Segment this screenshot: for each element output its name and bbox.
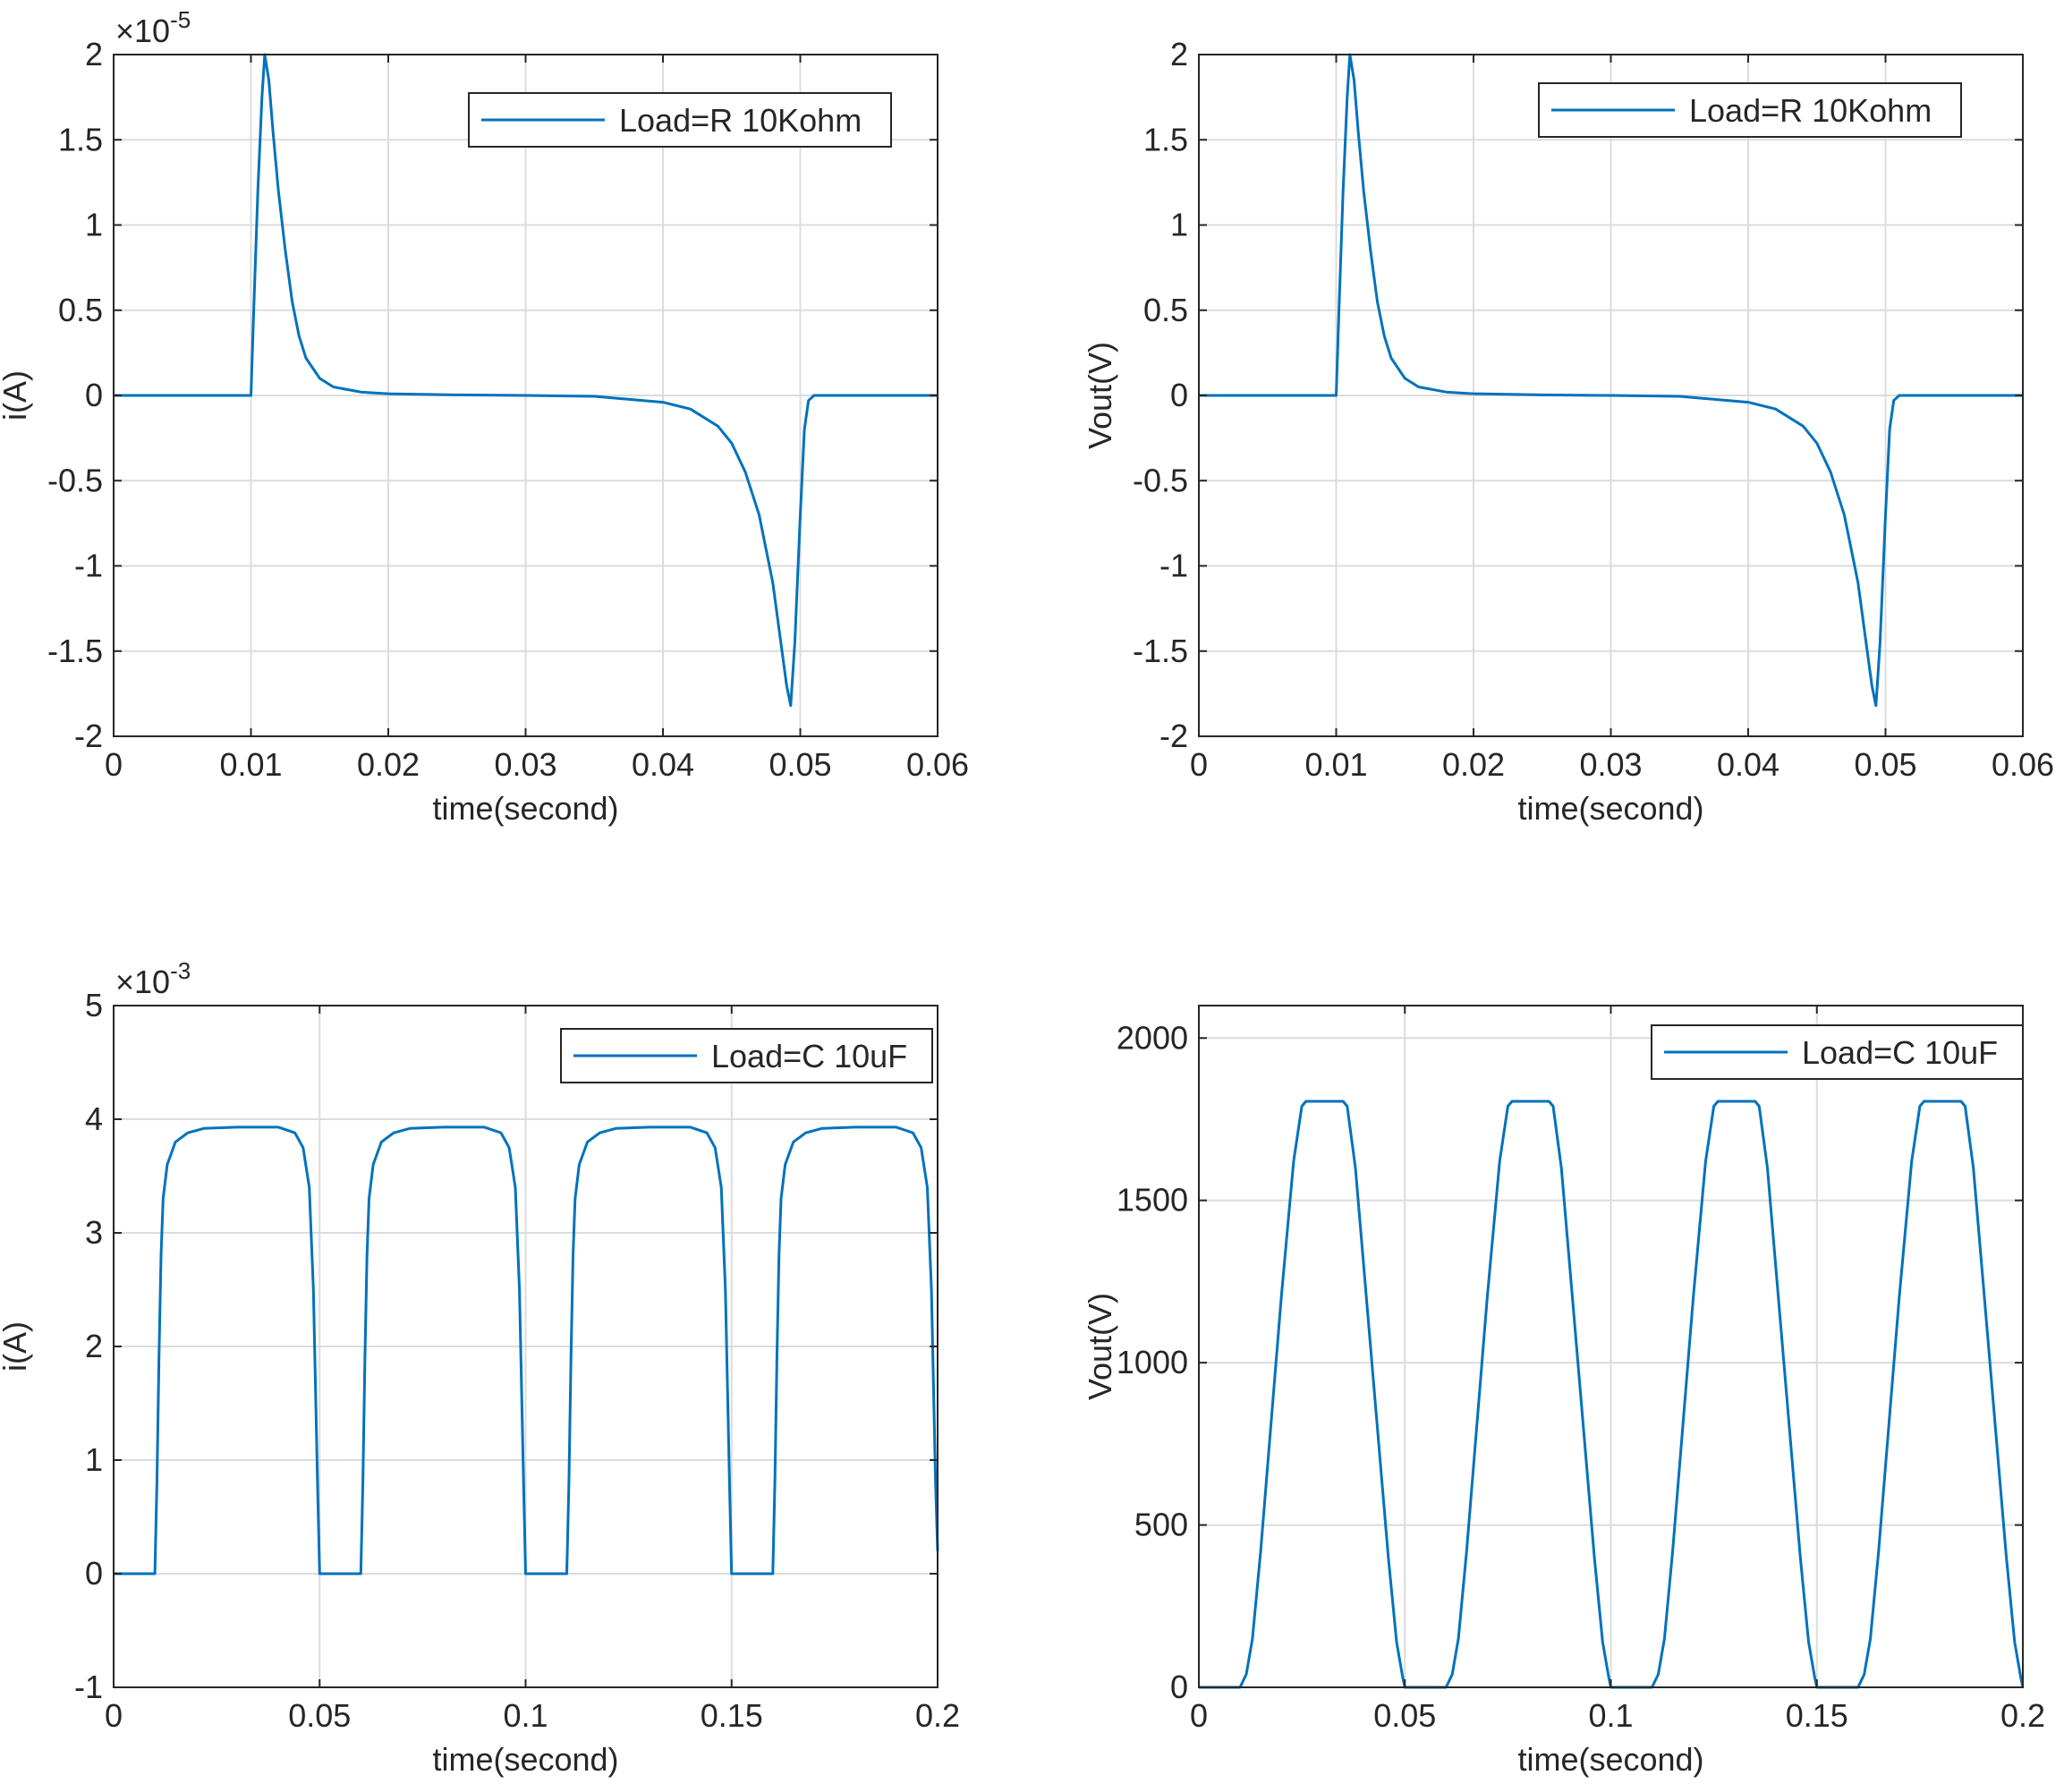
y-exponent-value: -3 — [170, 957, 191, 984]
y-tick-label: 0 — [1170, 1669, 1188, 1705]
x-tick-label: 0.01 — [1304, 746, 1367, 783]
legend-label: Load=C 10uF — [1802, 1034, 1998, 1071]
y-tick-label: 0.5 — [58, 292, 103, 328]
series-line — [1199, 53, 2023, 708]
y-tick-label: 1 — [85, 1441, 103, 1478]
y-tick-label: 0 — [1170, 377, 1188, 413]
y-tick-label: 2 — [85, 1328, 103, 1364]
y-tick-label: 0 — [85, 1555, 103, 1592]
y-tick-label: 4 — [85, 1100, 103, 1137]
y-tick-label: -2 — [74, 718, 103, 754]
y-exponent-label: ×10-5 — [115, 6, 191, 49]
x-tick-label: 0.06 — [1992, 746, 2054, 783]
x-tick-label: 0 — [105, 746, 123, 783]
y-tick-label: -1 — [74, 1669, 103, 1705]
y-tick-label: 1000 — [1117, 1344, 1188, 1380]
legend: Load=C 10uF — [1651, 1024, 2024, 1080]
x-tick-label: 0.04 — [1717, 746, 1779, 783]
y-axis-label: i(A) — [0, 1321, 33, 1372]
legend: Load=C 10uF — [560, 1028, 933, 1083]
x-tick-label: 0.05 — [769, 746, 831, 783]
x-tick-label: 0 — [1190, 746, 1208, 783]
y-tick-label: 0 — [85, 377, 103, 413]
y-tick-label: -1 — [74, 548, 103, 584]
x-tick-label: 0.2 — [915, 1697, 960, 1734]
chart-1: 0 0.01 0.02 0.03 0.04 0.05 0.06 -2 -1.5 -1 -0.5 0 0.… — [0, 6, 969, 827]
x-tick-label: 0.02 — [1442, 746, 1505, 783]
legend: Load=R 10Kohm — [1538, 82, 1962, 138]
y-tick-label: -0.5 — [1133, 462, 1188, 498]
y-tick-label: 5 — [85, 987, 103, 1023]
y-tick-label: 1 — [1170, 207, 1188, 243]
x-tick-label: 0.05 — [1373, 1697, 1436, 1734]
y-tick-label: 1 — [85, 207, 103, 243]
y-exponent-value: -5 — [170, 6, 191, 33]
y-tick-label: 2000 — [1117, 1019, 1188, 1056]
y-tick-label: 1500 — [1117, 1182, 1188, 1219]
legend-label: Load=C 10uF — [711, 1038, 907, 1074]
x-axis-label: time(second) — [1517, 790, 1703, 827]
x-tick-label: 0.2 — [2000, 1697, 2045, 1734]
x-tick-label: 0 — [1190, 1697, 1208, 1734]
y-tick-label: 0.5 — [1143, 292, 1188, 328]
y-tick-label: -2 — [1159, 718, 1188, 754]
y-tick-label: -0.5 — [47, 462, 103, 498]
y-exponent-label: ×10-3 — [115, 957, 191, 1000]
y-axis-label: Vout(V) — [1082, 1293, 1118, 1400]
x-tick-label: 0.1 — [1588, 1697, 1633, 1734]
chart-2: 0 0.01 0.02 0.03 0.04 0.05 0.06 -2 -1.5 -1 -0.5 0 0.… — [1082, 36, 2054, 827]
y-tick-label: 3 — [85, 1214, 103, 1251]
x-tick-label: 0.06 — [906, 746, 969, 783]
x-tick-label: 0.02 — [357, 746, 420, 783]
x-tick-label: 0.01 — [219, 746, 282, 783]
legend: Load=R 10Kohm — [468, 92, 892, 148]
y-tick-label: -1 — [1159, 548, 1188, 584]
x-tick-label: 0.05 — [288, 1697, 351, 1734]
x-tick-label: 0.15 — [701, 1697, 763, 1734]
legend-label: Load=R 10Kohm — [1689, 92, 1932, 129]
x-axis-label: time(second) — [432, 790, 618, 827]
series-line — [114, 1125, 939, 1575]
x-tick-label: 0.03 — [494, 746, 556, 783]
y-tick-label: 1.5 — [58, 121, 103, 157]
x-axis-label: time(second) — [432, 1741, 618, 1778]
x-tick-label: 0 — [105, 1697, 123, 1734]
y-tick-label: 2 — [1170, 36, 1188, 72]
y-tick-label: -1.5 — [1133, 633, 1188, 669]
series-line — [114, 53, 938, 708]
x-tick-label: 0.1 — [503, 1697, 548, 1734]
x-tick-label: 0.15 — [1786, 1697, 1848, 1734]
y-tick-label: 500 — [1134, 1507, 1188, 1543]
legend-label: Load=R 10Kohm — [619, 102, 862, 139]
y-axis-label: i(A) — [0, 370, 33, 420]
y-axis-label: Vout(V) — [1082, 342, 1118, 449]
y-tick-label: 2 — [85, 36, 103, 72]
chart-4: 0 0.05 0.1 0.15 0.2 0 500 1000 1500 2000 time(seco… — [1082, 1005, 2045, 1778]
x-axis-label: time(second) — [1517, 1741, 1703, 1778]
chart-3: 0 0.05 0.1 0.15 0.2-1012345×10-3time(second)… — [0, 957, 960, 1778]
x-tick-label: 0.04 — [632, 746, 694, 783]
y-tick-label: -1.5 — [47, 633, 103, 669]
x-tick-label: 0.03 — [1579, 746, 1642, 783]
y-tick-label: 1.5 — [1143, 121, 1188, 157]
x-tick-label: 0.05 — [1854, 746, 1916, 783]
